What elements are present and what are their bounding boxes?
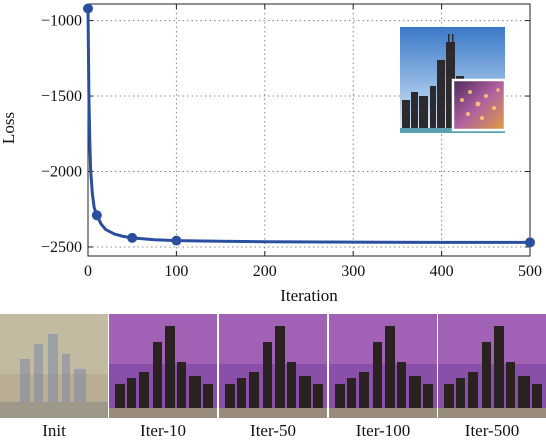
caption-iter-50: Iter-50: [250, 421, 296, 440]
y-tick-label: −1500: [41, 88, 82, 105]
thumbnail-iter-100: [329, 314, 437, 418]
loss-chart: 0 100 200 300 400 500 −1000 −1500 −2000 −2500 Ite…: [0, 3, 542, 305]
x-axis-label: Iteration: [280, 286, 338, 305]
loss-marker: [83, 3, 93, 14]
x-tick-label: 400: [430, 263, 454, 280]
loss-markers: [83, 3, 535, 248]
tick-labels: 0 100 200 300 400 500 −1000 −1500 −2000 −2500: [41, 13, 542, 280]
caption-init: Init: [42, 421, 66, 440]
thumbnail-iter-10: [109, 314, 217, 418]
x-tick-label: 100: [164, 263, 188, 280]
x-tick-label: 200: [253, 263, 277, 280]
loss-marker: [525, 237, 535, 248]
y-tick-label: −2500: [41, 239, 82, 256]
caption-iter-10: Iter-10: [140, 421, 186, 440]
style-image: [451, 78, 507, 132]
x-tick-label: 500: [518, 263, 542, 280]
loss-marker: [127, 232, 138, 243]
x-tick-label: 300: [341, 263, 365, 280]
caption-iter-100: Iter-100: [355, 421, 411, 440]
y-tick-label: −1000: [41, 13, 82, 30]
thumbnail-init: [0, 314, 108, 418]
thumbnail-iter-500: [438, 314, 546, 418]
caption-iter-500: Iter-500: [464, 421, 520, 440]
x-tick-label: 0: [84, 263, 92, 280]
thumbnail-iter-50: [219, 314, 327, 418]
y-tick-label: −2000: [41, 163, 82, 180]
loss-series-line: [86, 8, 530, 244]
inset-content-style-images: [400, 27, 507, 133]
loss-marker: [91, 210, 102, 221]
y-axis-label: Loss: [0, 112, 18, 144]
loss-marker: [171, 235, 182, 246]
plot-frame: [87, 3, 531, 257]
